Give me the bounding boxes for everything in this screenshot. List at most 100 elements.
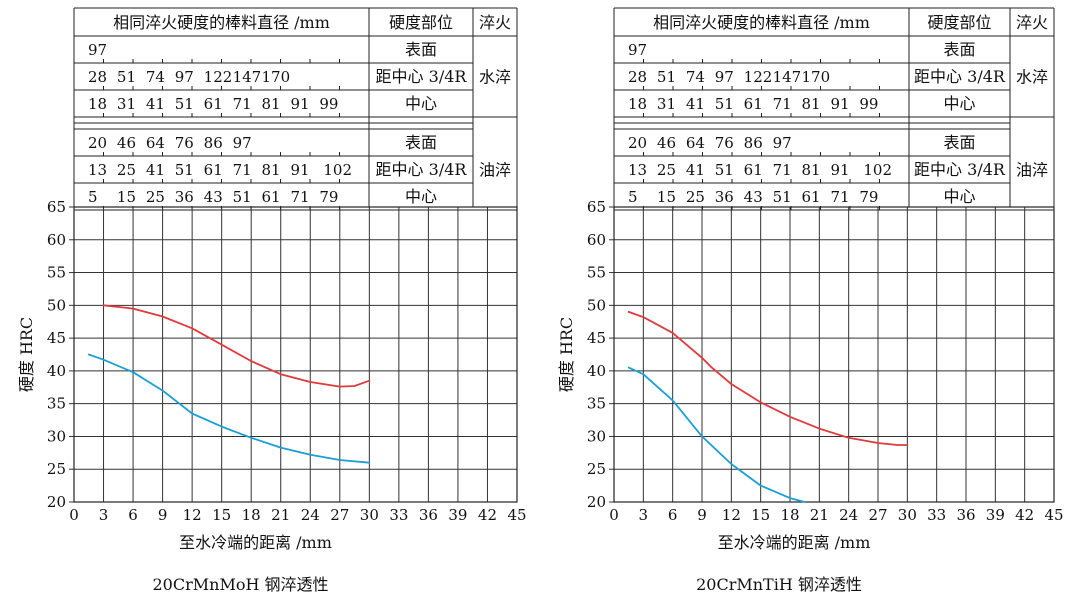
diameter-value: 79 [319, 188, 338, 206]
diameter-value: 86 [744, 134, 763, 152]
hardness-position: 中心 [405, 187, 437, 206]
table-header: 淬火 [1016, 13, 1048, 32]
quench-method: 油淬 [1016, 161, 1048, 180]
quench-method: 水淬 [479, 68, 511, 87]
diameter-value: 147 [233, 68, 262, 86]
diameter-value: 81 [262, 161, 281, 179]
hardness-position: 中心 [943, 187, 975, 206]
x-tick-label: 39 [448, 506, 467, 524]
x-tick-label: 36 [419, 506, 438, 524]
diameter-value: 97 [773, 134, 792, 152]
hardness-position: 距中心 3/4R [914, 160, 1006, 179]
diameter-value: 61 [204, 161, 223, 179]
hardness-position: 表面 [405, 133, 437, 152]
diameter-value: 41 [686, 161, 705, 179]
diameter-value: 20 [88, 134, 107, 152]
x-tick-label: 6 [128, 506, 138, 524]
hardness-position: 表面 [943, 40, 975, 59]
diameter-value: 122 [204, 68, 233, 86]
diameter-value: 64 [686, 134, 705, 152]
hardenability-chart: 0 3 6 9 12 15 18 21 24 27 30 33 36 39 42 45202530354045… [17, 198, 527, 594]
x-tick-label: 0 [609, 506, 619, 524]
x-tick-label: 18 [242, 506, 261, 524]
diameter-value: 91 [290, 161, 309, 179]
series-line-2 [87, 353, 371, 464]
diameter-value: 97 [233, 134, 252, 152]
diameter-value: 61 [744, 161, 763, 179]
diameter-value: 99 [859, 95, 878, 113]
x-tick-label: 18 [780, 506, 799, 524]
y-axis-label: 硬度 HRC [557, 317, 576, 392]
diameter-value: 97 [715, 68, 734, 86]
diameter-value: 91 [830, 95, 849, 113]
plot-frame [613, 206, 1055, 503]
x-tick-label: 24 [301, 506, 320, 524]
hardness-position: 表面 [405, 40, 437, 59]
diameter-value: 71 [290, 188, 309, 206]
diameter-value: 61 [744, 95, 763, 113]
y-tick-label: 30 [587, 427, 606, 445]
y-tick-label: 30 [47, 427, 66, 445]
y-tick-label: 25 [47, 460, 66, 478]
y-tick-label: 65 [47, 198, 66, 216]
diameter-value: 20 [628, 134, 647, 152]
diameter-value: 71 [233, 161, 252, 179]
diameter-value: 5 [628, 188, 638, 206]
chart-title: 20CrMnMoH 钢淬透性 [153, 575, 329, 594]
diameter-value: 41 [686, 95, 705, 113]
diameter-value: 71 [233, 95, 252, 113]
diameter-value: 36 [175, 188, 194, 206]
y-tick-label: 50 [587, 296, 606, 314]
quench-method: 水淬 [1016, 68, 1048, 87]
diameter-value: 97 [175, 68, 194, 86]
diameter-value: 81 [262, 95, 281, 113]
diameter-value: 170 [802, 68, 831, 86]
diameter-value: 25 [117, 161, 136, 179]
diameter-value: 18 [628, 95, 647, 113]
diameter-value: 25 [146, 188, 165, 206]
diameter-value: 64 [146, 134, 165, 152]
y-tick-label: 55 [47, 264, 66, 282]
diameter-value: 15 [117, 188, 136, 206]
x-tick-label: 9 [697, 506, 707, 524]
diameter-value: 41 [146, 95, 165, 113]
diameter-value: 97 [88, 41, 107, 59]
diameter-value: 41 [146, 161, 165, 179]
table-header: 相同淬火硬度的棒料直径 /mm [113, 13, 330, 32]
diameter-value: 51 [233, 188, 252, 206]
diameter-value: 79 [859, 188, 878, 206]
diameter-value: 76 [175, 134, 194, 152]
y-tick-label: 40 [47, 362, 66, 380]
diameter-value: 51 [773, 188, 792, 206]
x-tick-label: 15 [751, 506, 770, 524]
diameter-value: 71 [773, 95, 792, 113]
diameter-value: 102 [323, 161, 352, 179]
x-tick-label: 30 [898, 506, 917, 524]
diameter-value: 86 [204, 134, 223, 152]
table-header: 相同淬火硬度的棒料直径 /mm [653, 13, 870, 32]
x-tick-label: 33 [389, 506, 408, 524]
diameter-value: 28 [88, 68, 107, 86]
diameter-value: 74 [146, 68, 165, 86]
y-tick-label: 55 [587, 264, 606, 282]
y-tick-label: 20 [47, 493, 66, 511]
diameter-value: 5 [88, 188, 98, 206]
x-tick-label: 12 [722, 506, 741, 524]
diameter-value: 71 [830, 188, 849, 206]
x-tick-label: 27 [330, 506, 349, 524]
diameter-value: 51 [715, 161, 734, 179]
x-tick-label: 45 [507, 506, 526, 524]
table-header: 硬度部位 [927, 13, 991, 32]
hardenability-chart: 0 3 6 9 12 15 18 21 24 27 30 33 36 39 42 45202530354045… [557, 198, 1064, 594]
x-tick-label: 45 [1044, 506, 1063, 524]
y-tick-label: 50 [47, 296, 66, 314]
diameter-value: 15 [657, 188, 676, 206]
y-tick-label: 60 [587, 231, 606, 249]
diameter-value: 43 [744, 188, 763, 206]
y-tick-label: 40 [587, 362, 606, 380]
table-header: 淬火 [479, 13, 511, 32]
